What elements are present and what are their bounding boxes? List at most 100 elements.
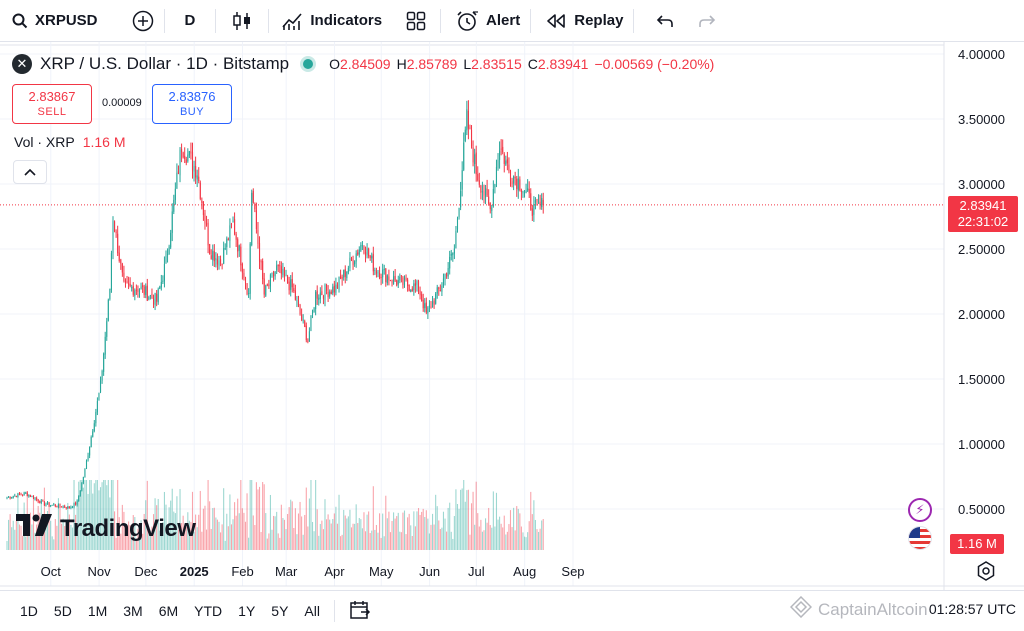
volume-bar — [299, 501, 301, 550]
volume-bar — [394, 518, 396, 550]
candle-body — [396, 280, 398, 286]
volume-bar — [258, 486, 261, 550]
candle-body — [428, 305, 430, 307]
candle-body — [235, 234, 237, 240]
candle-body — [126, 281, 128, 283]
candle-body — [519, 179, 521, 191]
volume-bar — [346, 518, 348, 550]
lightning-icon[interactable]: ⚡ — [908, 498, 932, 522]
candle-body — [215, 257, 217, 261]
candle-body — [117, 233, 119, 254]
chart-settings-button[interactable] — [976, 561, 996, 581]
volume-bar — [64, 526, 66, 550]
volume-bar — [117, 480, 119, 550]
candle-body — [397, 280, 399, 285]
redo-button[interactable] — [688, 0, 726, 42]
candle-body — [40, 500, 42, 504]
layouts-button[interactable] — [392, 0, 440, 42]
volume-bar — [262, 481, 264, 550]
us-flag-icon[interactable] — [908, 526, 932, 550]
range-1y-button[interactable]: 1Y — [238, 603, 256, 619]
candle-body — [137, 289, 139, 293]
volume-bar — [115, 537, 117, 550]
candle-body — [332, 286, 334, 294]
range-all-button[interactable]: All — [304, 603, 320, 619]
time-axis[interactable]: Oct Nov Dec 2025 Feb Mar Apr May Jun Jul Aug Sep — [41, 564, 585, 579]
volume-bar — [165, 504, 167, 550]
price-axis[interactable]: 4.00000 3.50000 3.00000 2.50000 2.00000 1.500… — [958, 47, 1005, 517]
time-tick-label: Feb — [231, 564, 253, 579]
volume-bar — [263, 484, 265, 550]
price-chart[interactable]: 4.00000 3.50000 3.00000 2.50000 2.00000 1.500… — [0, 42, 1024, 590]
volume-bar — [315, 480, 317, 550]
tradingview-logo[interactable]: TradingView — [16, 514, 196, 543]
change-value: −0.00569 (−0.20%) — [594, 56, 715, 72]
chart-type-button[interactable] — [216, 0, 268, 42]
volume-bar — [523, 536, 526, 550]
alert-button[interactable]: Alert — [441, 0, 530, 42]
volume-bar — [224, 540, 226, 550]
goto-date-button[interactable] — [341, 596, 379, 626]
candle-body — [62, 506, 64, 508]
legend-title[interactable]: XRP / U.S. Dollar · 1D · Bitstamp — [40, 54, 290, 73]
candle-body — [349, 257, 351, 269]
sell-button[interactable]: 2.83867 SELL — [12, 84, 92, 124]
utc-clock[interactable]: 01:28:57 UTC — [928, 601, 1016, 617]
indicators-button[interactable]: Indicators — [269, 0, 392, 42]
candle-body — [455, 230, 457, 249]
candle-body — [492, 189, 494, 207]
replay-button[interactable]: Replay — [531, 0, 633, 42]
candle-body — [294, 290, 296, 300]
volume-label: Vol · XRP — [14, 134, 75, 150]
volume-bar — [305, 487, 307, 550]
symbol-search[interactable]: XRPUSD — [0, 0, 108, 42]
candle-body — [338, 276, 340, 290]
candle-body — [112, 220, 114, 254]
buy-button[interactable]: 2.83876 BUY — [152, 84, 232, 124]
candle-body — [360, 245, 362, 251]
candle-body — [184, 155, 186, 160]
volume-legend[interactable]: Vol · XRP 1.16 M — [14, 134, 126, 150]
candle-body — [447, 268, 449, 277]
range-6m-button[interactable]: 6M — [158, 603, 179, 619]
time-tick-label: Oct — [41, 564, 62, 579]
collapse-legend-button[interactable] — [13, 160, 47, 184]
watermark-text: CaptainAltcoin — [818, 599, 928, 619]
volume-bar — [511, 527, 513, 550]
volume-bar — [120, 533, 122, 550]
volume-bar — [397, 512, 399, 550]
candle-body — [252, 191, 254, 203]
volume-bar — [28, 531, 30, 550]
market-status-icon[interactable] — [303, 59, 314, 69]
range-1d-button[interactable]: 1D — [20, 603, 38, 619]
range-1m-button[interactable]: 1M — [87, 603, 108, 619]
candle-body — [327, 291, 329, 298]
candle-body — [269, 274, 271, 287]
range-5d-button[interactable]: 5D — [53, 603, 72, 619]
volume-bar — [368, 511, 370, 550]
range-3m-button[interactable]: 3M — [123, 603, 143, 619]
candle-body — [140, 286, 142, 289]
grid-icon — [406, 11, 426, 31]
candle-body — [466, 109, 468, 131]
ohlc-values: O2.84509 H2.85789 L2.83515 C2.83941 −0.0… — [329, 56, 714, 72]
interval-button[interactable]: D — [165, 0, 216, 42]
candle-body — [146, 285, 148, 301]
time-tick-label: Mar — [275, 564, 298, 579]
volume-bar — [89, 480, 91, 550]
range-ytd-button[interactable]: YTD — [194, 603, 223, 619]
candle-body — [114, 221, 116, 232]
candle-body — [499, 150, 501, 160]
candle-body — [79, 490, 81, 497]
candle-body — [481, 191, 483, 193]
volume-bar — [495, 492, 498, 550]
candle-body — [191, 152, 194, 171]
volume-bar — [327, 514, 329, 550]
undo-button[interactable] — [634, 0, 688, 42]
candle-body — [48, 502, 50, 506]
chart-legend: ✕ XRP / U.S. Dollar · 1D · Bitstamp O2.8… — [12, 54, 714, 74]
volume-bar — [17, 496, 19, 550]
range-5y-button[interactable]: 5Y — [271, 603, 289, 619]
compare-button[interactable] — [122, 0, 164, 42]
candle-body — [9, 496, 11, 499]
